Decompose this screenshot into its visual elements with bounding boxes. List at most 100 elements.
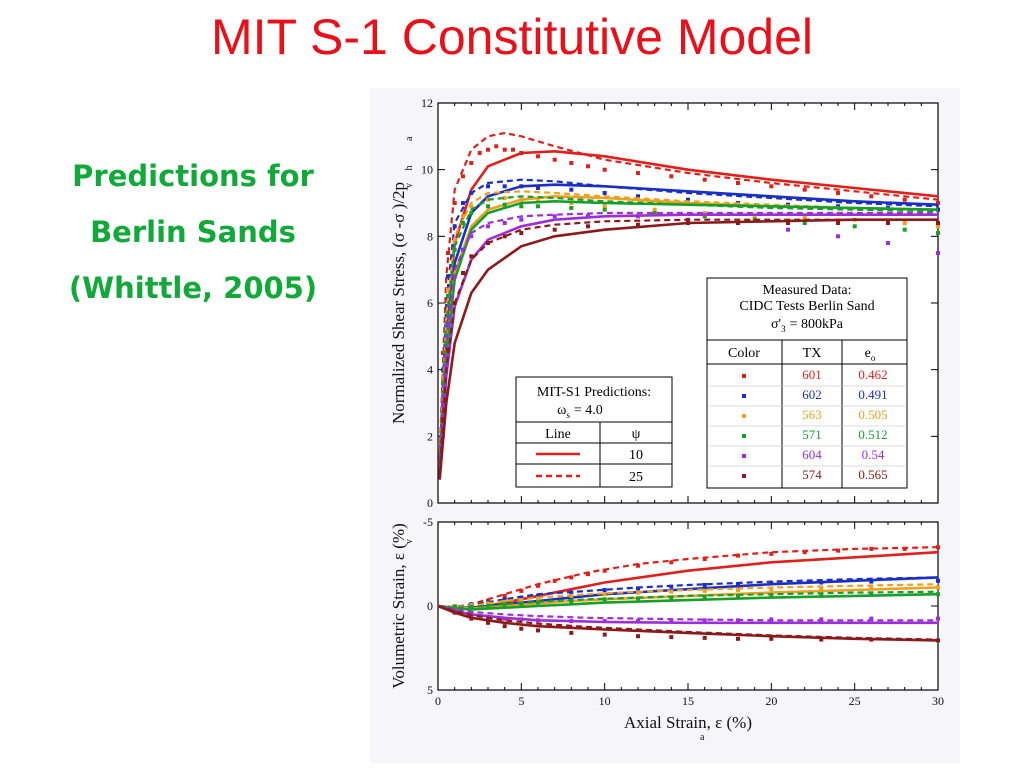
upper-measured-point-tx574 <box>886 221 890 225</box>
upper-measured-point-tx604 <box>446 321 450 325</box>
legend-measured-rows: 601 0.462 602 0.491 563 0.505 571 0.512 604 0.54 5… <box>707 367 907 482</box>
lower-measured-point-tx604 <box>736 618 740 623</box>
lower-measured-point-tx563 <box>519 598 524 603</box>
x-tick-label: 20 <box>765 694 777 708</box>
legend-color-swatch <box>742 474 746 478</box>
lower-measured-point-tx574 <box>736 636 740 641</box>
upper-measured-point-tx571 <box>452 247 457 252</box>
lower-measured-point-tx571 <box>502 602 507 607</box>
upper-measured-point-tx602 <box>461 201 465 205</box>
lower-measured-point-tx563 <box>702 588 707 593</box>
lower-measured-point-tx602 <box>736 582 740 587</box>
lower-measured-point-tx601 <box>736 553 740 558</box>
lower-model-line-psi10-tx571 <box>437 592 939 611</box>
lower-measured-point-tx563 <box>569 593 574 598</box>
legend-predictions-box <box>515 376 673 488</box>
upper-measured-point-tx571 <box>702 214 707 219</box>
lower-measured-point-tx601 <box>769 551 774 556</box>
lower-measured-point-tx574 <box>469 616 474 621</box>
lower-measured-point-tx604 <box>819 617 824 622</box>
upper-measured-point-tx574 <box>552 227 557 232</box>
lower-measured-point-tx604 <box>602 619 607 624</box>
upper-panel: 0 2 4 6 8 10 12 Normalized Shear Stress, (σ -σ… <box>389 96 940 510</box>
lower-measured-point-tx601 <box>836 548 840 553</box>
lower-measured-point-tx571 <box>569 599 574 603</box>
lower-measured-point-tx604 <box>636 619 640 624</box>
upper-model-line-psi25-tx571 <box>438 195 939 467</box>
lower-measured-point-tx601 <box>936 545 940 550</box>
lower-model-line-psi25-tx563 <box>437 583 939 608</box>
upper-measured-point-tx602 <box>519 184 524 189</box>
upper-measured-point-tx571 <box>802 221 807 225</box>
upper-measured-point-tx574 <box>446 347 450 352</box>
legend-measured-header-e0: eo <box>865 346 876 363</box>
legend-color-swatch <box>742 434 746 438</box>
upper-measured-point-tx563 <box>902 221 907 225</box>
upper-measured-point-tx563 <box>461 214 465 219</box>
upper-measured-point-tx571 <box>569 206 574 210</box>
upper-measured-point-tx601 <box>552 157 557 162</box>
slide-title: MIT S-1 Constitutive Model <box>210 9 814 65</box>
lower-measured-point-tx574 <box>486 620 490 625</box>
upper-measured-point-tx602 <box>602 191 607 195</box>
legend-measured: Measured Data: CIDC Tests Berlin Sand σ'… <box>706 277 908 489</box>
upper-measured-point-tx604 <box>441 401 445 405</box>
legend-e0-value: 0.462 <box>858 367 887 382</box>
lower-measured-point-tx602 <box>602 588 607 592</box>
upper-measured-point-tx574 <box>441 417 445 422</box>
upper-measured-point-tx604 <box>586 214 590 219</box>
upper-measured-point-tx574 <box>469 254 474 259</box>
lower-measured-point-tx601 <box>602 568 607 573</box>
lower-measured-point-tx602 <box>519 595 524 600</box>
legend-e0-value: 0.505 <box>858 407 887 422</box>
upper-measured-point-tx601 <box>536 154 540 159</box>
lower-measured-point-tx604 <box>669 619 674 624</box>
lower-measured-point-tx574 <box>502 624 507 629</box>
lower-measured-point-tx602 <box>819 580 824 585</box>
upper-measured-point-tx563 <box>702 211 707 215</box>
lower-measured-point-tx563 <box>936 585 940 590</box>
lower-measured-point-tx574 <box>819 637 824 642</box>
upper-measured-point-tx601 <box>636 171 640 175</box>
lower-measured-point-tx602 <box>502 597 507 602</box>
legend-e0-value: 0.565 <box>858 467 887 482</box>
lower-model-line-psi25-tx602 <box>437 576 939 608</box>
upper-model-line-psi25-tx574 <box>438 218 938 474</box>
lower-measured-point-tx574 <box>669 635 674 640</box>
legend-e0-value: 0.512 <box>858 427 887 442</box>
x-axis-label: Axial Strain, ε (%) <box>624 713 752 732</box>
lower-measured-point-tx563 <box>669 589 674 594</box>
lower-measured-point-tx601 <box>802 550 807 555</box>
upper-measured-point-tx604 <box>519 217 524 222</box>
upper-measured-point-tx601 <box>486 147 490 152</box>
upper-measured-point-tx563 <box>602 204 607 209</box>
upper-measured-point-tx601 <box>477 151 482 155</box>
lower-measured-point-tx604 <box>869 616 874 621</box>
upper-measured-point-tx602 <box>486 184 490 189</box>
legend-color-swatch <box>742 394 746 398</box>
upper-y-tick-label: 4 <box>427 363 433 377</box>
upper-measured-point-tx563 <box>446 287 450 292</box>
lower-measured-point-tx602 <box>936 578 940 583</box>
upper-measured-point-tx563 <box>502 196 507 200</box>
upper-measured-point-tx604 <box>636 214 640 219</box>
legend-color-swatch <box>742 414 746 418</box>
upper-measured-point-tx602 <box>502 184 507 189</box>
legend-predictions: MIT-S1 Predictions: ωs = 4.0 Line ψ 10 25 <box>515 376 673 488</box>
upper-measured-point-tx602 <box>469 191 474 195</box>
lower-measured-point-tx604 <box>569 619 574 624</box>
upper-measured-point-tx601 <box>452 201 457 205</box>
upper-measured-point-tx571 <box>486 204 490 209</box>
lower-measured-point-tx571 <box>636 596 640 601</box>
upper-y-axis-subscripts: v h a <box>404 136 415 188</box>
upper-measured-point-tx602 <box>446 274 450 279</box>
upper-measured-point-tx601 <box>441 351 445 355</box>
upper-measured-point-tx604 <box>886 241 890 245</box>
x-tick-label: 10 <box>599 694 611 708</box>
x-tick-label: 25 <box>849 694 861 708</box>
lower-measured-point-tx563 <box>536 596 540 601</box>
upper-measured-point-tx604 <box>502 221 507 225</box>
lower-series <box>437 545 940 643</box>
upper-measured-point-tx601 <box>902 197 907 202</box>
lower-measured-point-tx571 <box>869 592 874 597</box>
